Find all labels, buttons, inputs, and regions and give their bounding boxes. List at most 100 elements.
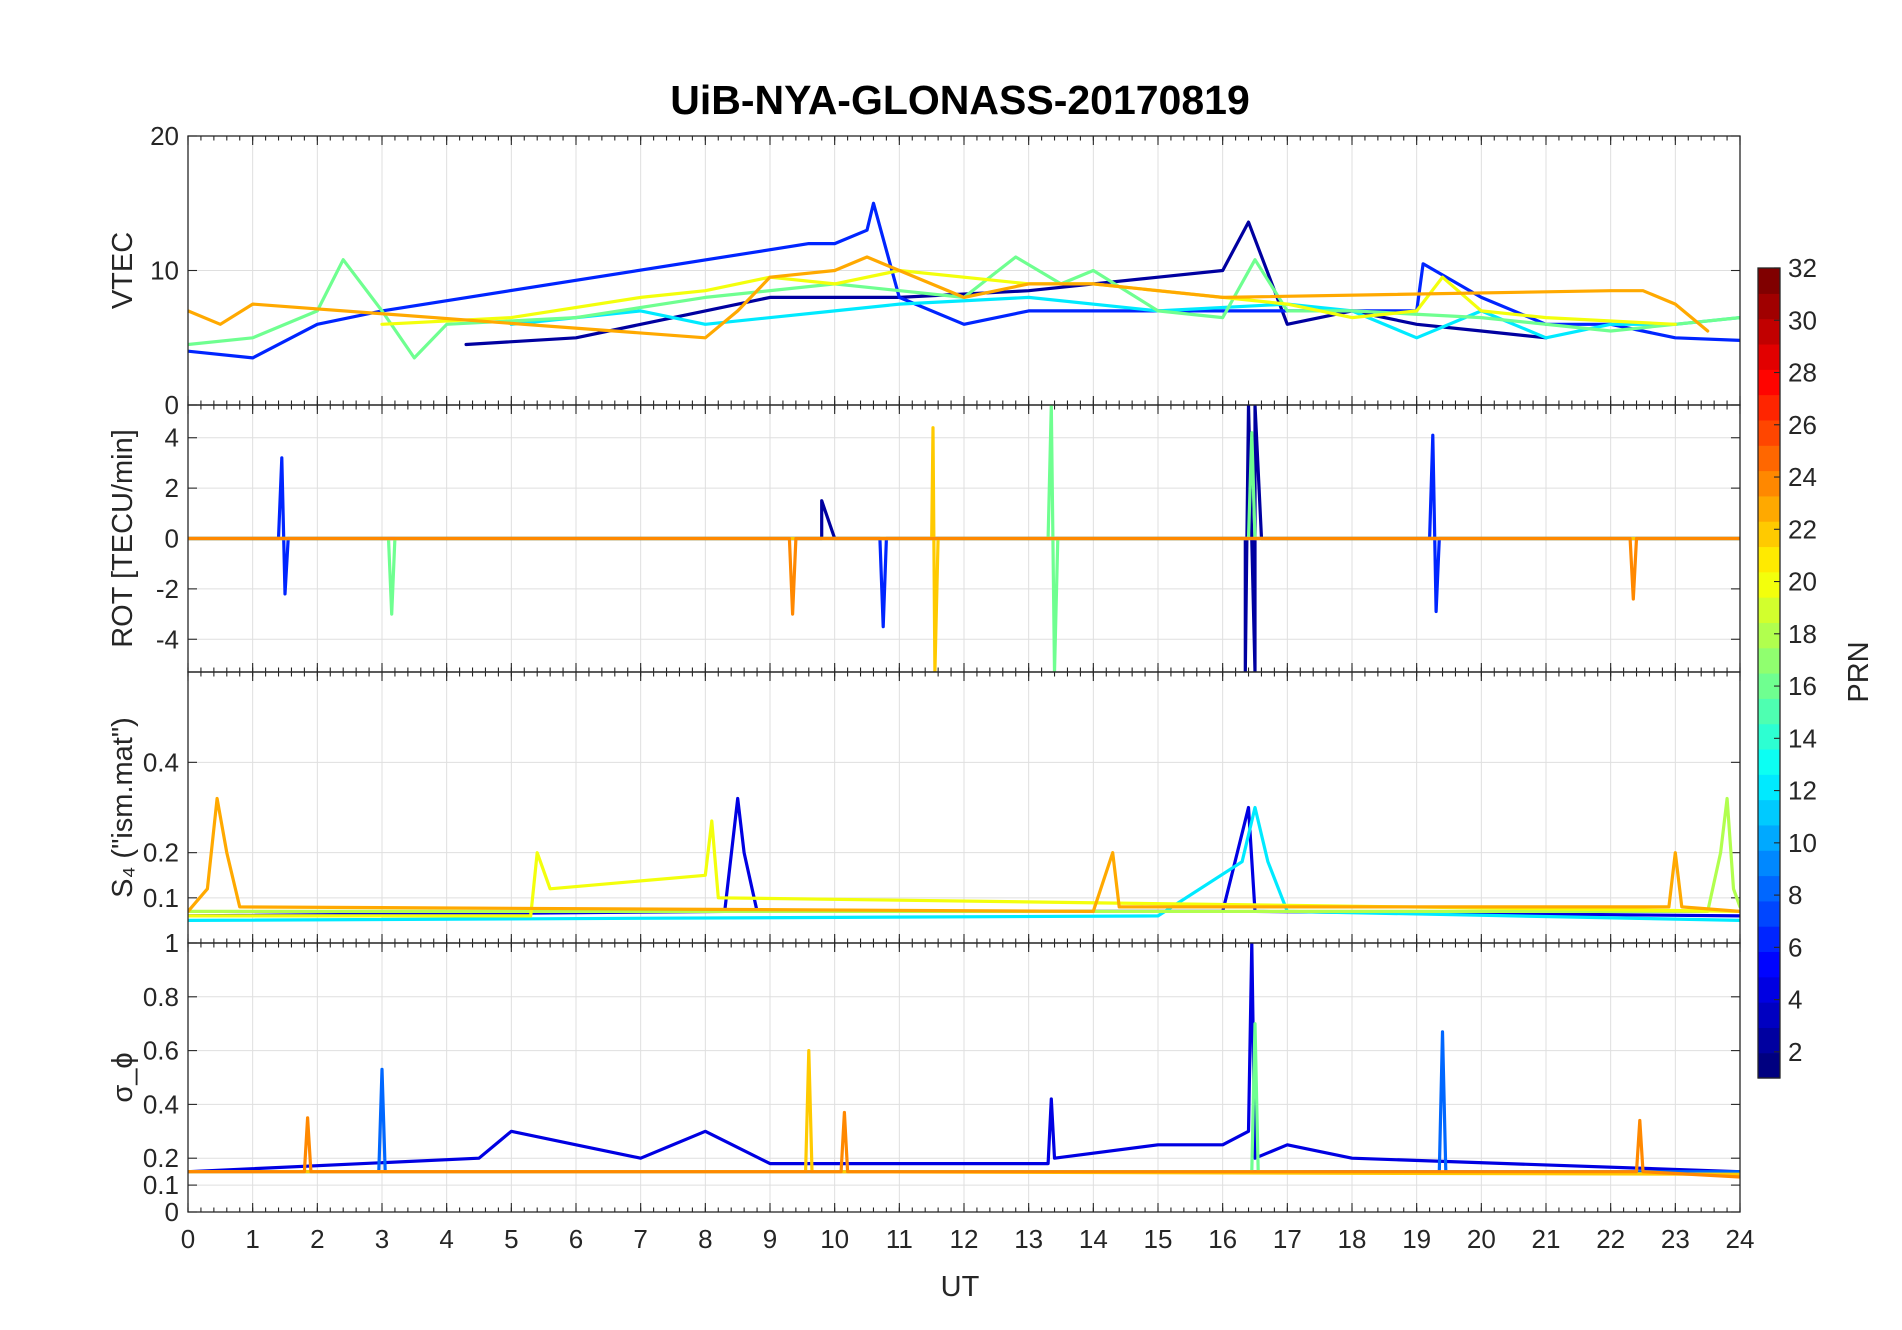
x-tick-label: 13 [1014, 1224, 1043, 1254]
panel-3: 0.1 0.2 0.4S₄ ("ism.mat") [107, 671, 1741, 944]
x-tick-label: 18 [1338, 1224, 1367, 1254]
colorbar-tick-label: 22 [1788, 514, 1817, 544]
colorbar-swatch [1758, 268, 1780, 294]
y-tick-label: 0.8 [143, 982, 179, 1012]
series-line-prn-23 [188, 796, 1740, 914]
y-tick-label: 1 [165, 928, 179, 958]
series-group [188, 943, 1740, 1179]
x-tick-label: 8 [698, 1224, 712, 1254]
series-line-prn-24 [188, 536, 1740, 616]
colorbar-tick-label: 28 [1788, 358, 1817, 388]
panel-4: 00.10.2 0.4 0.6 0.8 1 σ_ϕ [107, 928, 1741, 1227]
colorbar-swatch [1758, 1027, 1780, 1054]
colorbar-tick-label: 12 [1788, 776, 1817, 806]
series-line-prn-2 [464, 220, 1548, 347]
colorbar-swatch [1758, 394, 1780, 421]
series-line-prn-18 [188, 796, 1740, 914]
y-tick-label: 0 [165, 1197, 179, 1227]
x-tick-label: 9 [763, 1224, 777, 1254]
x-tick-label: 10 [820, 1224, 849, 1254]
colorbar-swatch [1758, 445, 1780, 472]
x-tick-label: 20 [1467, 1224, 1496, 1254]
colorbar-swatch [1758, 293, 1780, 320]
colorbar-swatch [1758, 799, 1780, 826]
colorbar-swatch [1758, 470, 1780, 497]
colorbar-swatch [1758, 1002, 1780, 1028]
y-tick-label: -4 [156, 624, 179, 654]
y-tick-label: 0.6 [143, 1036, 179, 1066]
colorbar-tick-label: 24 [1788, 462, 1817, 492]
x-tick-label: 19 [1402, 1224, 1431, 1254]
x-tick-label: 22 [1596, 1224, 1625, 1254]
y-tick-label: 0.4 [143, 1089, 179, 1119]
colorbar-swatch [1758, 698, 1780, 725]
colorbar-swatch [1758, 343, 1780, 370]
y-tick-label: 0 [165, 390, 179, 420]
colorbar-tick-label: 20 [1788, 567, 1817, 597]
colorbar-tick-label: 26 [1788, 410, 1817, 440]
y-tick-label: 0 [165, 524, 179, 554]
series-line-prn-20 [188, 819, 1740, 918]
colorbar-swatch [1758, 1052, 1780, 1079]
colorbar-swatch [1758, 951, 1780, 978]
colorbar-swatch [1758, 748, 1780, 775]
y-tick-label: 10 [150, 256, 179, 286]
colorbar-frame [1757, 267, 1781, 1079]
colorbar-tick-label: 30 [1788, 305, 1817, 335]
x-tick-label: 16 [1208, 1224, 1237, 1254]
colorbar-tick-label: 18 [1788, 619, 1817, 649]
y-axis-label: VTEC [107, 232, 139, 309]
colorbar-swatch [1758, 597, 1780, 623]
panel-2: -4 -2 0 2 4 ROT [TECU/min] [107, 404, 1741, 673]
x-tick-label: 12 [950, 1224, 979, 1254]
colorbar-swatch [1758, 521, 1780, 548]
x-tick-label: 6 [569, 1224, 583, 1254]
colorbar-swatch [1758, 495, 1780, 522]
x-tick-label: 2 [310, 1224, 324, 1254]
colorbar-label: PRN [1843, 641, 1875, 702]
colorbar-tick-label: 16 [1788, 671, 1817, 701]
series-line-prn-6 [188, 433, 1740, 629]
series-line-prn-4 [188, 943, 1740, 1174]
x-tick-label: 15 [1144, 1224, 1173, 1254]
x-tick-label: 3 [375, 1224, 389, 1254]
x-tick-label: 23 [1661, 1224, 1690, 1254]
y-tick-label: 0.2 [143, 838, 179, 868]
colorbar-swatch [1758, 571, 1780, 598]
colorbar-swatch [1758, 774, 1780, 801]
colorbar-tick-label: 14 [1788, 723, 1817, 753]
x-axis-label: UT [941, 1271, 980, 1303]
y-axis-label: S₄ ("ism.mat") [107, 717, 139, 898]
colorbar-tick-label: 8 [1788, 880, 1802, 910]
colorbar-swatch [1758, 546, 1780, 573]
x-tick-label: 21 [1532, 1224, 1561, 1254]
colorbar-swatch [1758, 824, 1780, 851]
colorbar-swatch [1758, 723, 1780, 750]
axes-frame [187, 942, 1741, 1213]
x-tick-label: 14 [1079, 1224, 1108, 1254]
colorbar-tick-label: 6 [1788, 932, 1802, 962]
colorbar-swatch [1758, 622, 1780, 649]
colorbar-swatch [1758, 875, 1780, 902]
y-axis-label: σ_ϕ [107, 1052, 139, 1102]
colorbar-tick-label: 2 [1788, 1037, 1802, 1067]
x-tick-label: 0 [181, 1224, 195, 1254]
y-tick-label: 2 [165, 473, 179, 503]
panel-1: 0 10 20 VTEC [107, 121, 1741, 420]
series-line-prn-12 [509, 295, 1740, 340]
y-tick-label: 0.2 [143, 1143, 179, 1173]
series-line-prn-23 [188, 255, 1710, 340]
colorbar-swatch [1758, 419, 1780, 446]
y-tick-label: 20 [150, 121, 179, 151]
x-tick-label: 17 [1273, 1224, 1302, 1254]
colorbar-tick-label: 10 [1788, 828, 1817, 858]
x-tick-label: 4 [439, 1224, 453, 1254]
chart-title: UiB-NYA-GLONASS-20170819 [670, 77, 1250, 123]
x-tick-label: 5 [504, 1224, 518, 1254]
x-tick-label: 24 [1726, 1224, 1755, 1254]
x-tick-label: 11 [886, 1224, 913, 1254]
colorbar-swatch [1758, 850, 1780, 877]
colorbar-swatch [1758, 900, 1780, 927]
series-group [188, 405, 1740, 672]
